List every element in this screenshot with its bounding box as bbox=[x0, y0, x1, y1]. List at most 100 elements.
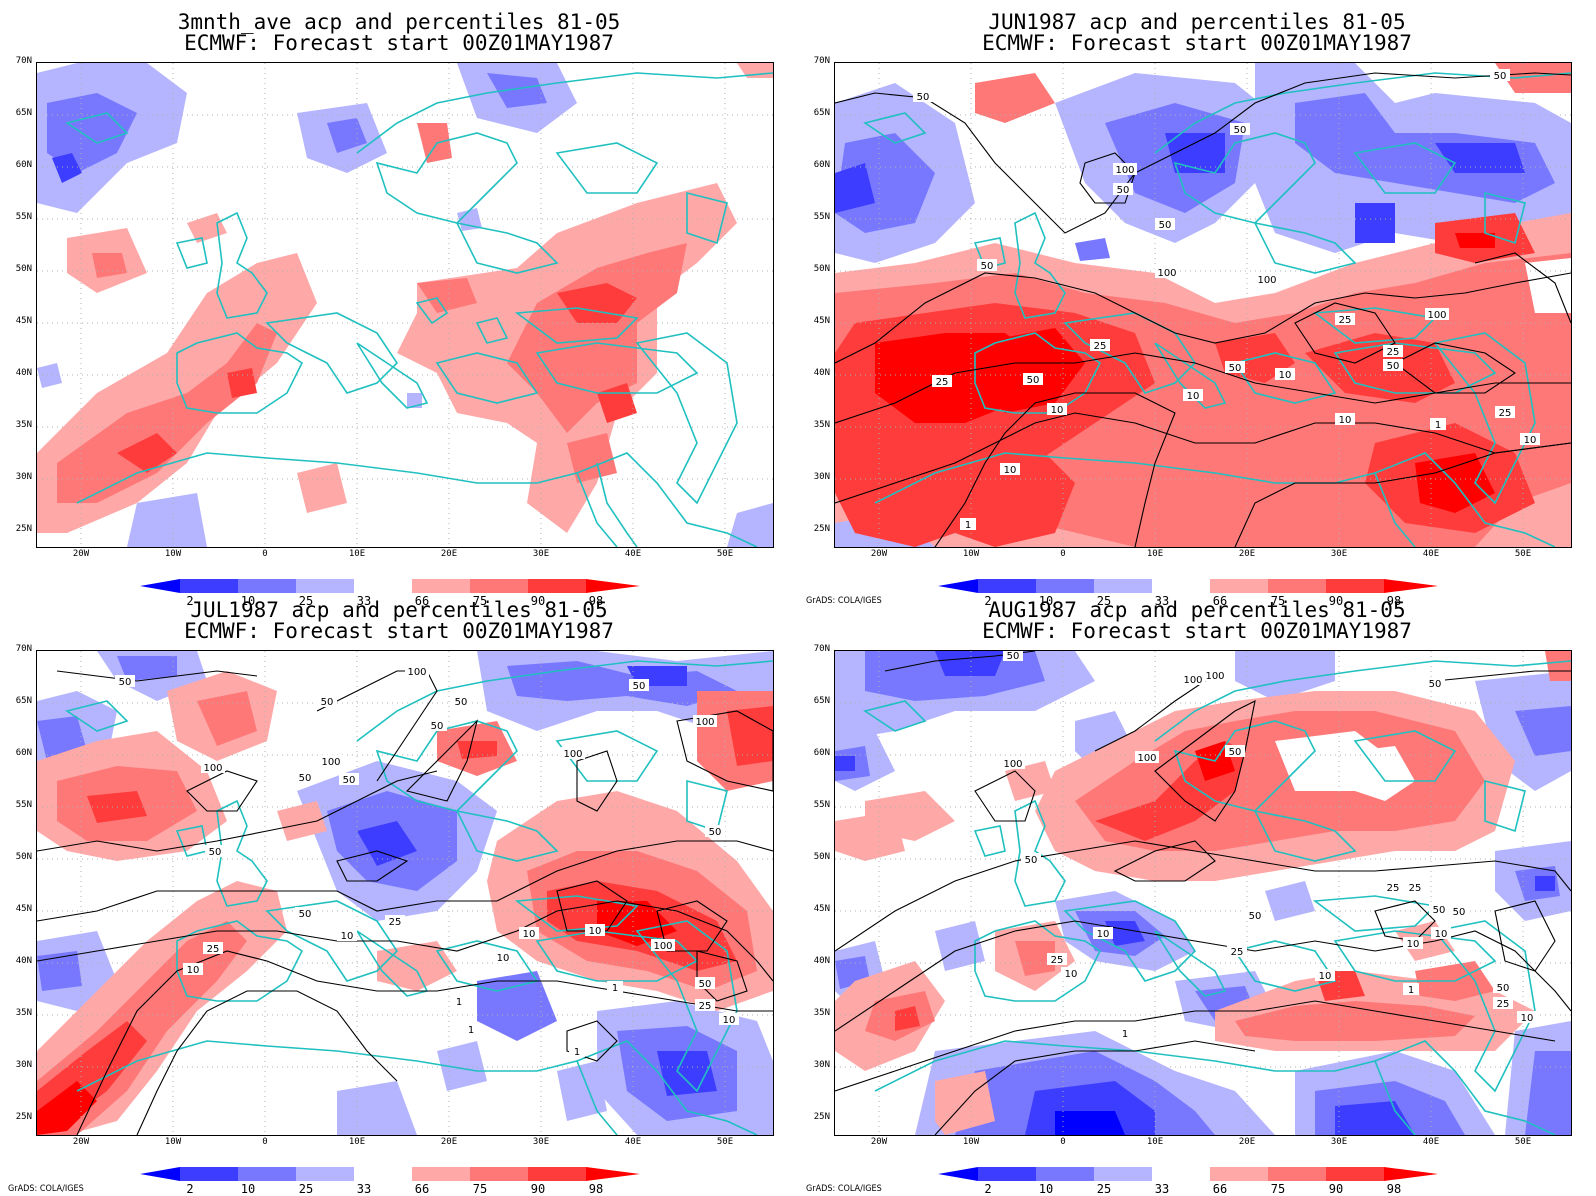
lon-label: 30E bbox=[532, 1137, 550, 1147]
lat-label: 55N bbox=[15, 212, 32, 222]
colorbar-label: 90 bbox=[530, 1182, 546, 1196]
panel-title: JUN1987 acp and percentiles 81-05 bbox=[988, 10, 1406, 34]
lon-label: 10W bbox=[164, 549, 182, 559]
lat-label: 35N bbox=[813, 1008, 830, 1018]
contour-label: 50 bbox=[431, 721, 444, 732]
lat-label: 65N bbox=[15, 696, 32, 706]
colorbar-label: 25 bbox=[298, 594, 314, 608]
contour-label: 100 bbox=[203, 763, 222, 774]
lat-label: 25N bbox=[15, 1112, 32, 1122]
contour-label: 50 bbox=[209, 847, 222, 858]
map-area bbox=[36, 62, 774, 548]
lat-label: 30N bbox=[15, 472, 32, 482]
panel-subtitle: ECMWF: Forecast start 00Z01MAY1987 bbox=[982, 619, 1412, 643]
contour-label: 25 bbox=[1231, 947, 1244, 958]
contour-label: 1 bbox=[1435, 420, 1441, 431]
lat-label: 70N bbox=[15, 56, 32, 66]
lat-label: 60N bbox=[813, 748, 830, 758]
lat-label: 30N bbox=[813, 1060, 830, 1070]
lat-label: 60N bbox=[15, 748, 32, 758]
grads-credit: GrADS: COLA/IGES bbox=[806, 596, 882, 606]
panel-title: JUL1987 acp and percentiles 81-05 bbox=[190, 598, 608, 622]
lat-label: 55N bbox=[813, 212, 830, 222]
contour-label: 10 bbox=[1051, 405, 1064, 416]
contour-label: 10 bbox=[1407, 939, 1420, 950]
contour-label: 100 bbox=[321, 757, 340, 768]
lon-label: 30E bbox=[1330, 549, 1348, 559]
contour-label: 50 bbox=[1025, 855, 1038, 866]
colorbar-label: 2 bbox=[186, 594, 194, 608]
contour-label: 50 bbox=[321, 697, 334, 708]
colorbar-label: 10 bbox=[1038, 1182, 1054, 1196]
lat-label: 65N bbox=[15, 108, 32, 118]
lat-label: 45N bbox=[15, 904, 32, 914]
contour-label: 100 bbox=[1205, 671, 1224, 682]
lat-label: 55N bbox=[813, 800, 830, 810]
contour-label: 50 bbox=[1453, 907, 1466, 918]
lat-label: 35N bbox=[15, 1008, 32, 1018]
grads-credit: GrADS: COLA/IGES bbox=[8, 1184, 84, 1194]
contour-label: 50 bbox=[299, 773, 312, 784]
contour-label: 1 bbox=[456, 997, 462, 1008]
panel-title: AUG1987 acp and percentiles 81-05 bbox=[988, 598, 1406, 622]
map-area: 50 100 50 50 50 100 50 100 100 50 50 100… bbox=[36, 650, 774, 1136]
percentile-map: 50 100 50 50 50 100 50 100 100 50 50 100… bbox=[37, 651, 773, 1135]
panel-subtitle: ECMWF: Forecast start 00Z01MAY1987 bbox=[184, 31, 614, 55]
lon-label: 30E bbox=[532, 549, 550, 559]
lon-label: 20W bbox=[870, 1137, 888, 1147]
contour-label: 1 bbox=[1408, 985, 1414, 996]
lat-label: 50N bbox=[15, 852, 32, 862]
colorbar bbox=[938, 1167, 1438, 1181]
contour-label: 10 bbox=[1187, 391, 1200, 402]
lat-label: 25N bbox=[15, 524, 32, 534]
lat-label: 50N bbox=[813, 264, 830, 274]
colorbar-label: 66 bbox=[1212, 594, 1228, 608]
lon-label: 20W bbox=[72, 549, 90, 559]
lat-label: 25N bbox=[813, 524, 830, 534]
contour-label: 10 bbox=[523, 929, 536, 940]
lat-label: 35N bbox=[15, 420, 32, 430]
lon-label: 20E bbox=[1238, 1137, 1256, 1147]
contour-label: 50 bbox=[1433, 905, 1446, 916]
colorbar-label: 66 bbox=[414, 594, 430, 608]
colorbar-label: 66 bbox=[414, 1182, 430, 1196]
colorbar-label: 98 bbox=[588, 1182, 604, 1196]
lon-label: 10W bbox=[962, 549, 980, 559]
contour-label: 25 bbox=[1387, 347, 1400, 358]
colorbar bbox=[140, 579, 640, 593]
lon-label: 10E bbox=[1146, 549, 1164, 559]
lat-label: 50N bbox=[15, 264, 32, 274]
contour-label: 1 bbox=[574, 1047, 580, 1058]
contour-label: 50 bbox=[699, 979, 712, 990]
contour-label: 1 bbox=[612, 983, 618, 994]
contour-label: 50 bbox=[343, 775, 356, 786]
panel-aug1987: AUG1987 acp and percentiles 81-05 ECMWF:… bbox=[798, 588, 1596, 1195]
contour-label: 50 bbox=[119, 677, 132, 688]
colorbar-label: 90 bbox=[530, 594, 546, 608]
contour-label: 1 bbox=[965, 520, 971, 531]
colorbar-label: 10 bbox=[1038, 594, 1054, 608]
contour-label: 25 bbox=[207, 944, 220, 955]
lon-label: 0 bbox=[262, 549, 268, 559]
lat-label: 45N bbox=[813, 904, 830, 914]
contour-label: 10 bbox=[341, 931, 354, 942]
colorbar-label: 75 bbox=[1270, 1182, 1286, 1196]
lon-label: 40E bbox=[1422, 549, 1440, 559]
contour-label: 50 bbox=[633, 681, 646, 692]
map-area: 50 100 100 50 50 100 50 100 50 25 25 50 … bbox=[834, 650, 1572, 1136]
contour-label: 100 bbox=[407, 667, 426, 678]
colorbar-label: 2 bbox=[984, 594, 992, 608]
panel-3mnth-ave: 3mnth_ave acp and percentiles 81-05 ECMW… bbox=[0, 0, 798, 607]
lat-label: 65N bbox=[813, 696, 830, 706]
lat-label: 40N bbox=[15, 956, 32, 966]
contour-label: 50 bbox=[1387, 361, 1400, 372]
contour-label: 10 bbox=[1097, 929, 1110, 940]
map-area: 50 50 100 50 50 50 100 100 25 50 25 50 1… bbox=[834, 62, 1572, 548]
contour-label: 25 bbox=[699, 1001, 712, 1012]
colorbar-label: 33 bbox=[356, 594, 372, 608]
colorbar-label: 98 bbox=[1386, 1182, 1402, 1196]
contour-label: 100 bbox=[1183, 675, 1202, 686]
colorbar-label: 2 bbox=[984, 1182, 992, 1196]
lon-label: 50E bbox=[1514, 549, 1532, 559]
contour-label: 25 bbox=[1094, 341, 1107, 352]
